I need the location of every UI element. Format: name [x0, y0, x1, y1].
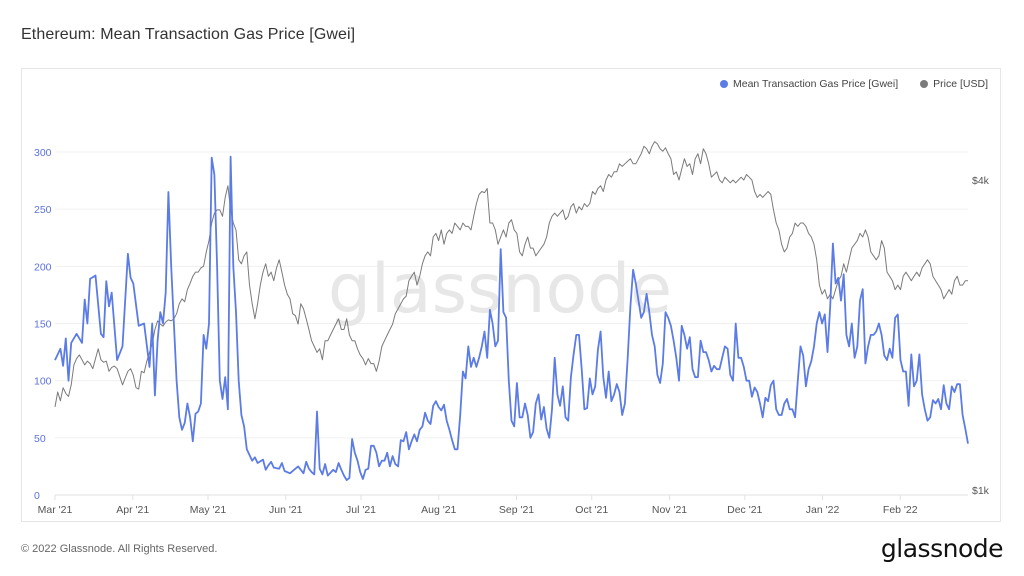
- svg-text:Jul '21: Jul '21: [346, 504, 376, 516]
- svg-text:Oct '21: Oct '21: [575, 504, 608, 516]
- svg-text:250: 250: [34, 204, 52, 216]
- svg-text:Jan '22: Jan '22: [806, 504, 840, 516]
- svg-text:100: 100: [34, 376, 52, 388]
- svg-text:$4k: $4k: [972, 175, 990, 187]
- glassnode-logo[interactable]: glassnode: [880, 534, 1004, 563]
- svg-text:May '21: May '21: [190, 504, 227, 516]
- chart-frame: [21, 68, 1001, 522]
- svg-text:Aug '21: Aug '21: [421, 504, 456, 516]
- svg-text:300: 300: [34, 147, 52, 159]
- x-axis-ticks: Mar '21 Apr '21 May '21 Jun '21 Jul '21 Aug '…: [38, 504, 918, 516]
- chart-legend: Mean Transaction Gas Price [Gwei] Price …: [720, 78, 988, 90]
- chart-title: Ethereum: Mean Transaction Gas Price [Gw…: [21, 26, 356, 43]
- svg-text:Mar '21: Mar '21: [38, 504, 73, 516]
- copyright-text: © 2022 Glassnode. All Rights Reserved.: [21, 543, 218, 555]
- svg-text:$1k: $1k: [972, 485, 990, 497]
- svg-text:50: 50: [34, 433, 46, 445]
- legend-label-gas-price: Mean Transaction Gas Price [Gwei]: [733, 78, 899, 90]
- svg-text:Apr '21: Apr '21: [116, 504, 149, 516]
- svg-text:Feb '22: Feb '22: [883, 504, 918, 516]
- right-axis-ticks: $1k $4k: [972, 175, 990, 497]
- legend-dot-gas-icon: [720, 80, 728, 88]
- legend-item-price-usd[interactable]: Price [USD]: [920, 78, 988, 90]
- svg-text:Dec '21: Dec '21: [727, 504, 762, 516]
- legend-label-price-usd: Price [USD]: [933, 78, 988, 90]
- svg-text:Jun '21: Jun '21: [269, 504, 303, 516]
- left-axis-ticks: 0 50 100 150 200 250 300: [34, 147, 52, 502]
- legend-dot-price-icon: [920, 80, 929, 88]
- gas-price-line: [54, 155, 969, 482]
- legend-item-gas-price[interactable]: Mean Transaction Gas Price [Gwei]: [720, 78, 898, 90]
- svg-text:Sep '21: Sep '21: [499, 504, 534, 516]
- price-usd-line: [54, 141, 968, 407]
- svg-text:150: 150: [34, 319, 52, 331]
- svg-text:Nov '21: Nov '21: [652, 504, 687, 516]
- svg-text:0: 0: [34, 490, 40, 502]
- svg-text:200: 200: [34, 261, 52, 273]
